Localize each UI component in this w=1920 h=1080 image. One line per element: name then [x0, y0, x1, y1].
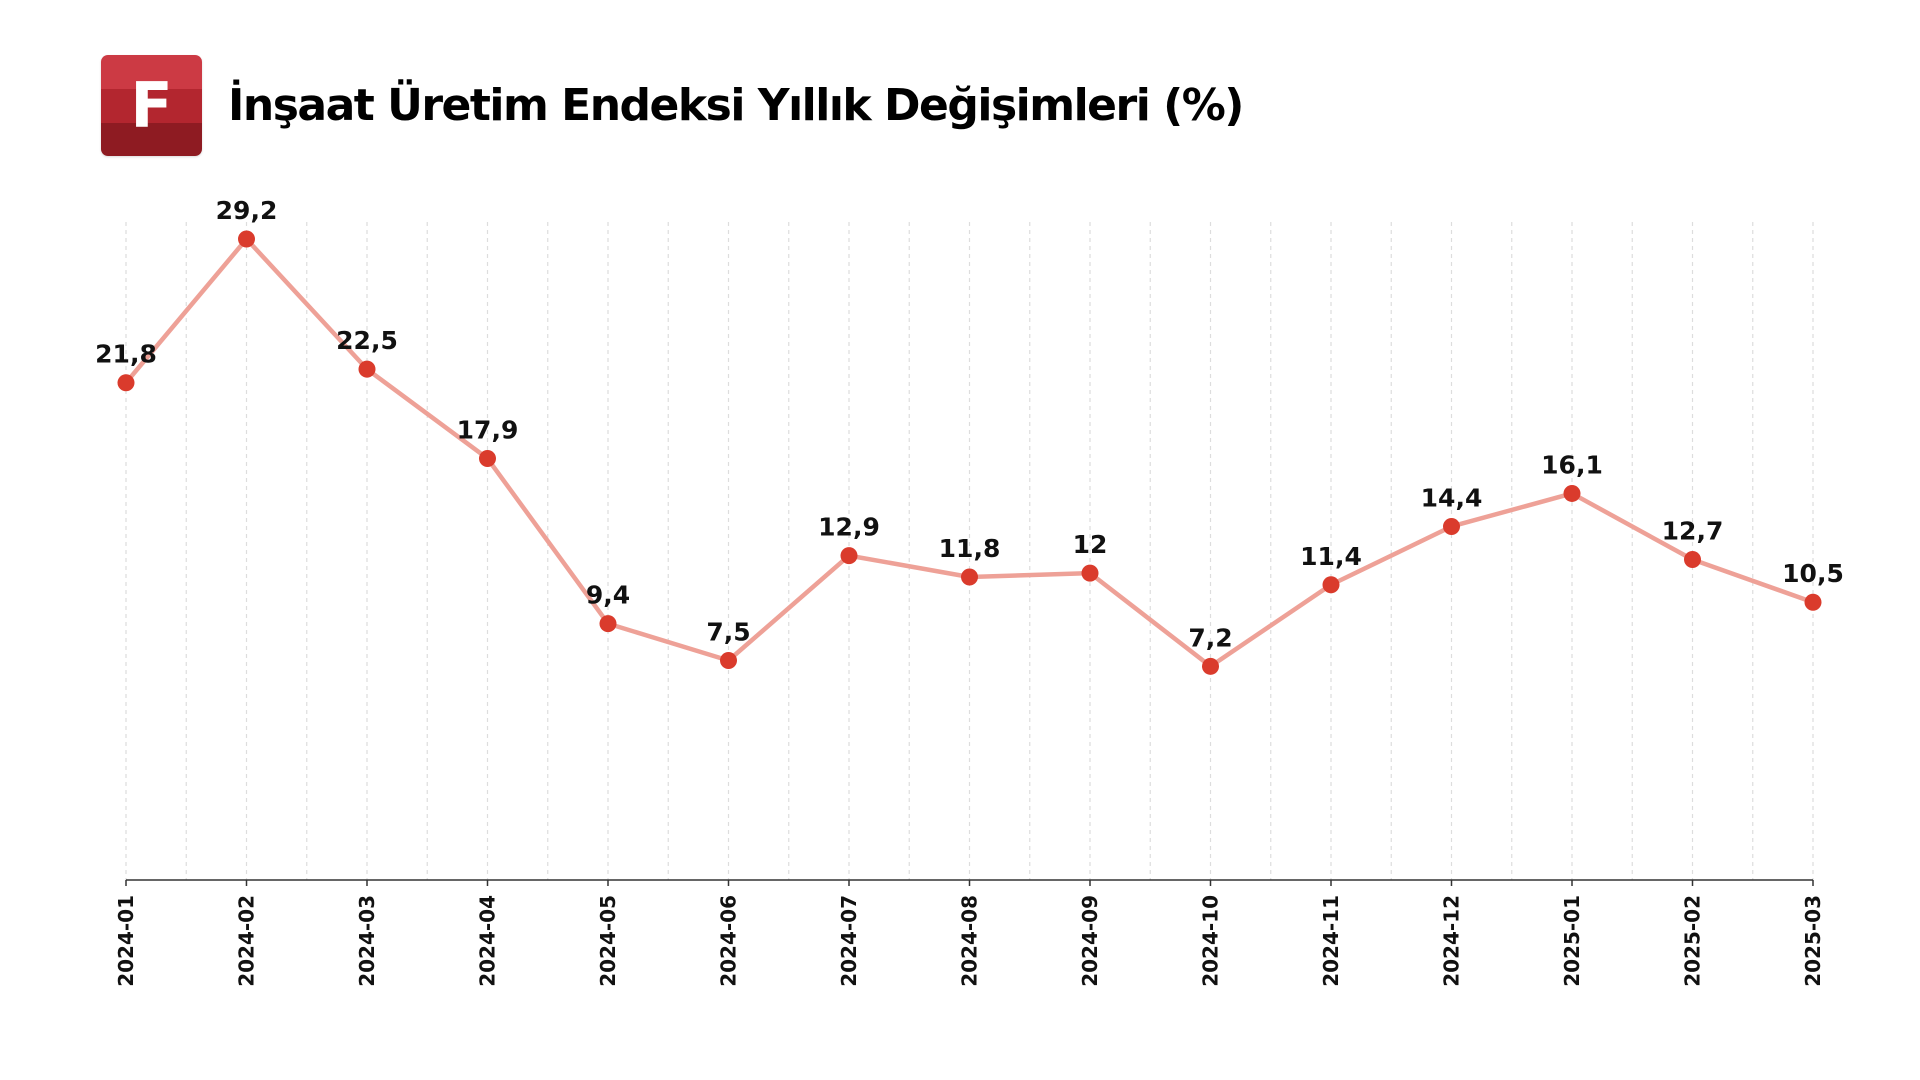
brand-logo: F	[101, 55, 202, 156]
data-label: 17,9	[457, 415, 519, 444]
data-point	[1081, 564, 1099, 582]
x-tick-label: 2024-06	[717, 895, 741, 987]
data-label: 14,4	[1421, 483, 1483, 512]
x-tick-label: 2025-01	[1560, 895, 1584, 987]
x-tick-label: 2024-09	[1078, 895, 1102, 987]
x-tick-label: 2025-03	[1801, 895, 1825, 987]
data-label: 12	[1073, 530, 1108, 559]
brand-logo-letter: F	[130, 68, 173, 142]
data-label: 10,5	[1782, 559, 1844, 588]
data-point	[961, 568, 978, 586]
data-label: 7,2	[1188, 623, 1232, 652]
data-point	[358, 360, 376, 378]
data-point	[1202, 657, 1219, 675]
data-label: 16,1	[1541, 450, 1603, 479]
data-point	[1684, 551, 1701, 568]
data-point	[599, 615, 617, 633]
data-label: 9,4	[586, 581, 630, 610]
data-point	[840, 547, 858, 565]
x-tick-label: 2024-05	[596, 895, 620, 987]
data-label: 12,7	[1662, 517, 1724, 546]
x-tick-label: 2024-08	[958, 895, 982, 987]
chart-title: İnşaat Üretim Endeksi Yıllık Değişimleri…	[228, 80, 1244, 131]
x-tick-label: 2024-07	[837, 895, 861, 987]
x-tick-label: 2024-01	[114, 895, 138, 987]
x-tick-label: 2024-11	[1319, 895, 1343, 987]
data-point	[479, 449, 496, 467]
x-tick-label: 2024-10	[1199, 895, 1223, 987]
x-tick-label: 2024-12	[1440, 895, 1464, 987]
data-point	[117, 374, 135, 392]
x-tick-label: 2025-02	[1681, 895, 1705, 987]
data-point	[1322, 576, 1340, 594]
data-point	[238, 230, 255, 248]
data-point	[1563, 484, 1581, 502]
x-tick-label: 2024-02	[235, 895, 259, 987]
data-label: 21,8	[95, 340, 157, 369]
data-point	[720, 652, 737, 670]
x-tick-label: 2024-04	[476, 895, 500, 987]
data-label: 11,8	[939, 534, 1001, 563]
data-label: 11,4	[1300, 542, 1362, 571]
data-point	[1804, 593, 1822, 611]
data-point	[1443, 517, 1460, 535]
x-tick-label: 2024-03	[355, 895, 379, 987]
chart-header: F İnşaat Üretim Endeksi Yıllık Değişimle…	[101, 55, 1244, 156]
data-label: 12,9	[818, 513, 880, 542]
data-label: 29,2	[216, 196, 278, 225]
data-label: 22,5	[336, 326, 398, 355]
data-label: 7,5	[706, 618, 750, 647]
